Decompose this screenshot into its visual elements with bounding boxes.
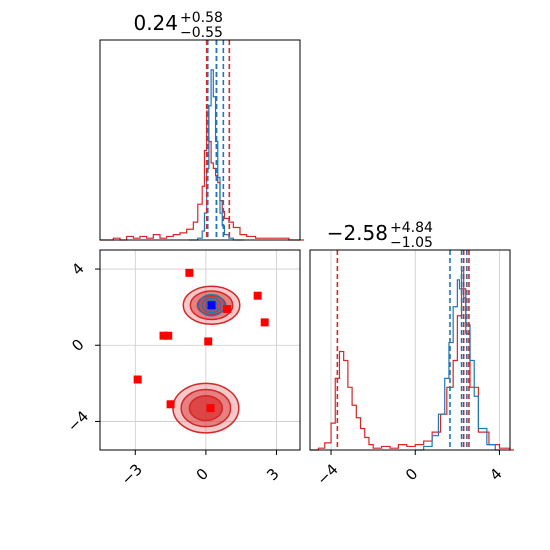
contour-level	[188, 394, 224, 422]
panel-title-upper: +0.58	[180, 10, 223, 26]
y-tick-label: 0	[68, 335, 87, 354]
histogram-panel-top: 0.24 +0.58−0.55	[99, 10, 304, 241]
panel-title-upper: +4.84	[390, 220, 433, 236]
panel-title-lower: −1.05	[390, 235, 433, 251]
marker-point	[260, 318, 269, 327]
y-tick-label: −4	[64, 407, 92, 435]
panel-title-value: −2.58	[327, 221, 388, 245]
marker-point	[206, 404, 215, 413]
marker-point	[164, 331, 173, 340]
contour-frame	[99, 249, 301, 451]
y-tick-label: 4	[68, 259, 87, 278]
x-tick-label: 0	[193, 465, 212, 484]
x-tick-label: 4	[486, 465, 505, 484]
histogram-panel-right: −2.58 +4.84−1.05 −4 0 4	[309, 220, 514, 489]
x-tick-label: −4	[313, 460, 341, 488]
marker-point	[223, 305, 232, 314]
marker-point	[204, 337, 213, 346]
histogram-series-0	[310, 288, 514, 451]
marker-point	[133, 375, 142, 384]
contour-level	[204, 299, 219, 311]
hist-frame	[309, 249, 511, 451]
hist-frame	[99, 39, 301, 241]
x-tick-label: −3	[118, 460, 146, 488]
panel-title-value: 0.24	[133, 11, 178, 35]
panel-title-lower: −0.55	[180, 25, 223, 41]
marker-point	[166, 400, 175, 409]
contour-level	[201, 297, 222, 314]
marker-point	[207, 301, 216, 310]
x-tick-label: 0	[402, 465, 421, 484]
marker-point	[159, 331, 168, 340]
histogram-series-0	[100, 110, 304, 241]
marker-point	[253, 291, 262, 300]
x-tick-label: 3	[263, 465, 282, 484]
marker-point	[185, 268, 194, 277]
contour-panel: −3 0 3 4 0 −4	[64, 249, 301, 489]
histogram-series-1	[415, 270, 500, 451]
